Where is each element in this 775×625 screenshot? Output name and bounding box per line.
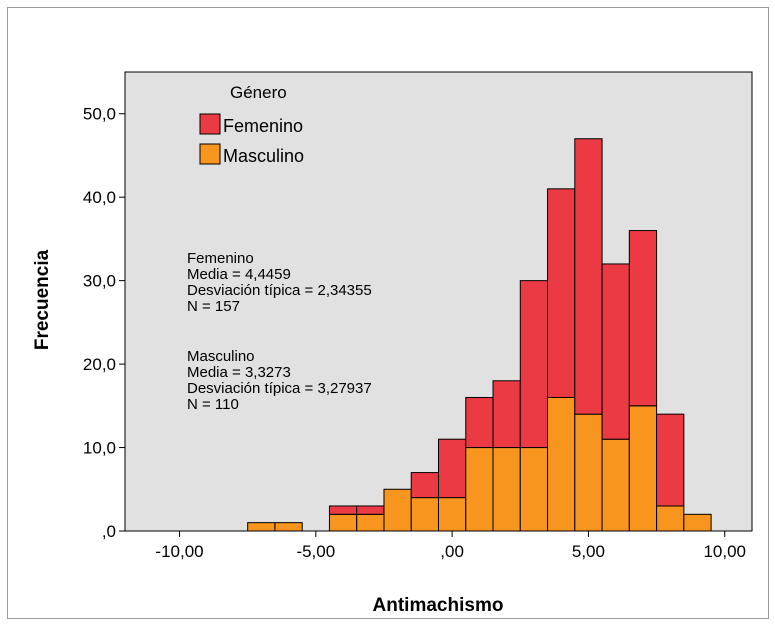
x-tick-label: -5,00 xyxy=(296,542,335,561)
stats-femenino-line: Femenino xyxy=(187,250,254,267)
bars xyxy=(247,138,712,532)
legend: Género Femenino Masculino xyxy=(199,83,304,166)
legend-label-femenino: Femenino xyxy=(223,116,303,136)
legend-title: Género xyxy=(230,83,287,102)
stats-masculino-line: Media = 3,3273 xyxy=(187,364,291,381)
bar-masculino xyxy=(601,438,630,532)
stats-femenino-line: N = 157 xyxy=(187,298,240,315)
y-axis-label: Frecuencia xyxy=(32,249,53,350)
bar-masculino xyxy=(574,413,603,532)
bar-masculino xyxy=(383,488,412,532)
bar-masculino xyxy=(683,513,712,532)
x-tick-label: -10,00 xyxy=(155,542,203,561)
legend-label-masculino: Masculino xyxy=(223,146,304,166)
stats-masculino-line: Desviación típica = 3,27937 xyxy=(187,380,372,397)
bar-masculino xyxy=(547,396,576,532)
stats-masculino-line: Masculino xyxy=(187,348,255,365)
y-tick-label: 50,0 xyxy=(83,105,116,124)
stats-femenino-line: Desviación típica = 2,34355 xyxy=(187,282,372,299)
legend-swatch-femenino xyxy=(199,113,221,135)
x-tick-label: ,00 xyxy=(440,542,464,561)
bar-masculino xyxy=(519,447,549,532)
y-tick-label: 10,0 xyxy=(83,439,116,458)
bar-masculino xyxy=(410,497,440,532)
y-tick-label: 30,0 xyxy=(83,272,116,291)
bar-femenino xyxy=(356,505,385,515)
y-tick-label: 20,0 xyxy=(83,355,116,374)
bar-femenino xyxy=(410,472,440,499)
legend-swatch-masculino xyxy=(199,143,221,165)
x-tick-label: 5,00 xyxy=(572,542,605,561)
bar-femenino xyxy=(656,413,685,507)
bar-femenino xyxy=(328,505,358,515)
bar-masculino xyxy=(274,522,303,532)
bar-masculino xyxy=(628,405,658,532)
bar-femenino xyxy=(601,263,630,440)
axes: ,0 10,0 20,0 30,0 40,0 50,0 -10,00 -5,00 ,00 5,00… xyxy=(83,105,746,561)
bar-femenino xyxy=(438,438,467,499)
bar-masculino xyxy=(356,513,385,532)
stats-femenino-line: Media = 4,4459 xyxy=(187,266,291,283)
bar-femenino xyxy=(547,188,576,398)
bar-masculino xyxy=(465,447,494,532)
bar-masculino xyxy=(492,447,521,532)
x-tick-label: 10,00 xyxy=(703,542,746,561)
bar-femenino xyxy=(519,280,549,449)
bar-femenino xyxy=(628,230,658,407)
bar-femenino xyxy=(574,138,603,415)
x-axis-label: Antimachismo xyxy=(373,595,504,616)
bar-masculino xyxy=(247,522,276,532)
bar-masculino xyxy=(438,497,467,532)
y-tick-label: ,0 xyxy=(102,522,116,541)
bar-masculino xyxy=(656,505,685,532)
bar-masculino xyxy=(328,513,358,532)
stats-masculino-line: N = 110 xyxy=(187,396,239,413)
bar-femenino xyxy=(465,396,494,449)
y-tick-label: 40,0 xyxy=(83,188,116,207)
bar-femenino xyxy=(492,380,521,449)
